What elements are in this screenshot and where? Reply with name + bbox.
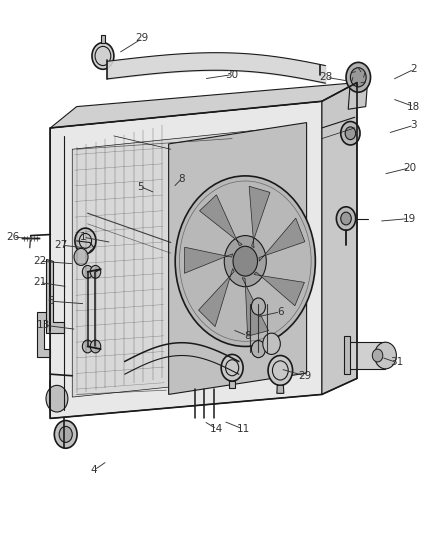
Text: 13: 13 xyxy=(37,320,50,330)
Circle shape xyxy=(92,43,114,69)
Text: 5: 5 xyxy=(137,182,144,191)
Circle shape xyxy=(224,236,266,287)
Polygon shape xyxy=(254,272,304,306)
Text: 6: 6 xyxy=(277,307,284,317)
Text: 22: 22 xyxy=(33,256,46,266)
Circle shape xyxy=(59,426,72,442)
Polygon shape xyxy=(200,195,242,246)
Circle shape xyxy=(263,333,280,354)
Text: 8: 8 xyxy=(178,174,185,183)
Polygon shape xyxy=(50,101,322,418)
Text: 6: 6 xyxy=(47,296,54,306)
Text: 18: 18 xyxy=(407,102,420,111)
Circle shape xyxy=(82,340,93,353)
Text: 29: 29 xyxy=(298,371,311,381)
Text: 20: 20 xyxy=(403,163,416,173)
Circle shape xyxy=(82,265,93,278)
Text: 31: 31 xyxy=(390,358,403,367)
Polygon shape xyxy=(348,77,368,109)
Text: 2: 2 xyxy=(410,64,417,74)
Polygon shape xyxy=(169,123,307,394)
Text: 19: 19 xyxy=(403,214,416,223)
Circle shape xyxy=(251,298,265,315)
Circle shape xyxy=(374,342,396,369)
Polygon shape xyxy=(184,247,233,273)
Circle shape xyxy=(75,228,96,254)
Circle shape xyxy=(54,421,77,448)
Text: 26: 26 xyxy=(7,232,20,242)
Text: 3: 3 xyxy=(410,120,417,130)
Polygon shape xyxy=(198,269,234,327)
Text: 8: 8 xyxy=(244,331,251,341)
Circle shape xyxy=(46,385,68,412)
Polygon shape xyxy=(344,336,350,374)
Circle shape xyxy=(268,356,293,385)
Polygon shape xyxy=(259,218,305,261)
Text: 4: 4 xyxy=(91,465,98,475)
Circle shape xyxy=(345,127,356,140)
Circle shape xyxy=(336,207,356,230)
Polygon shape xyxy=(229,381,235,388)
Polygon shape xyxy=(346,342,385,369)
Polygon shape xyxy=(322,83,357,394)
Text: 21: 21 xyxy=(33,278,46,287)
Polygon shape xyxy=(72,125,304,397)
Circle shape xyxy=(233,246,258,276)
Circle shape xyxy=(90,265,101,278)
Circle shape xyxy=(74,248,88,265)
Text: 29: 29 xyxy=(136,34,149,43)
Circle shape xyxy=(341,122,360,145)
Polygon shape xyxy=(277,385,284,393)
Circle shape xyxy=(350,68,366,87)
Polygon shape xyxy=(249,186,270,248)
Polygon shape xyxy=(46,259,64,333)
Text: 27: 27 xyxy=(55,240,68,250)
Polygon shape xyxy=(101,35,105,43)
Circle shape xyxy=(346,62,371,92)
Circle shape xyxy=(341,212,351,225)
Text: 11: 11 xyxy=(237,424,250,434)
Polygon shape xyxy=(50,83,357,128)
Circle shape xyxy=(90,340,101,353)
Polygon shape xyxy=(242,278,268,336)
Circle shape xyxy=(221,354,243,381)
Circle shape xyxy=(372,349,383,362)
Polygon shape xyxy=(37,312,50,357)
Text: 14: 14 xyxy=(210,424,223,434)
Text: 30: 30 xyxy=(226,70,239,79)
Circle shape xyxy=(175,176,315,346)
Circle shape xyxy=(251,341,265,358)
Text: 28: 28 xyxy=(320,72,333,82)
Text: 1: 1 xyxy=(80,232,87,242)
